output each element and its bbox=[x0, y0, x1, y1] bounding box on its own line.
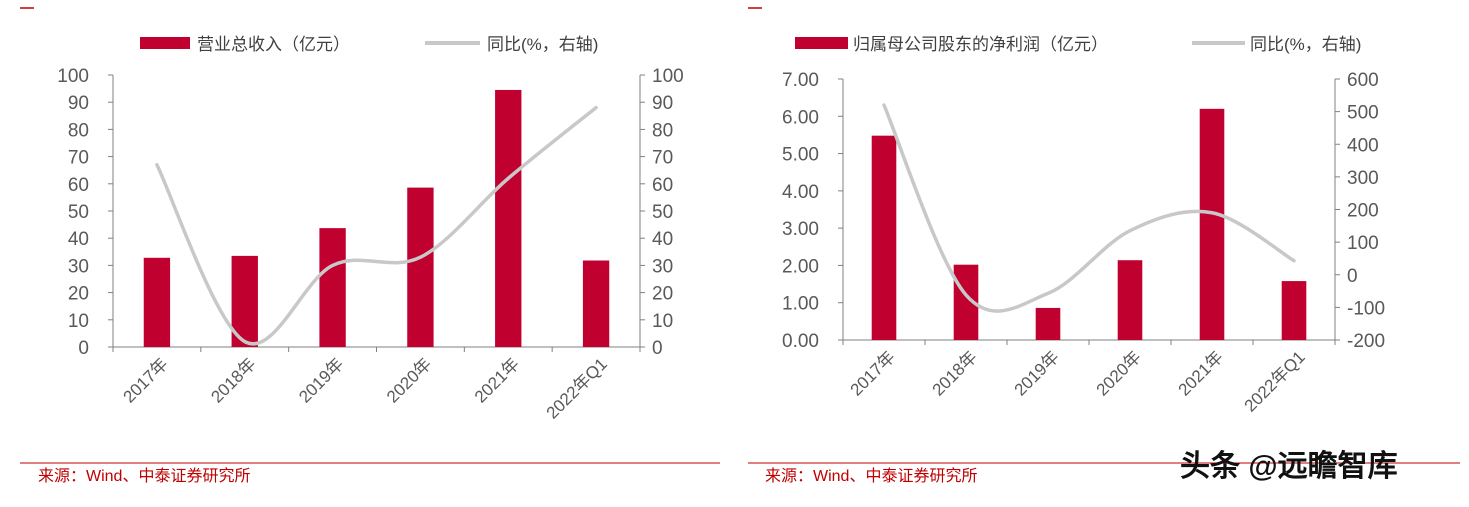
legend-bar-label: 营业总收入（亿元） bbox=[197, 35, 350, 54]
left-tick-label: 100 bbox=[57, 66, 89, 87]
left-tick-label: 7.00 bbox=[782, 70, 819, 91]
right-tick-label: 200 bbox=[1347, 201, 1379, 222]
left-tick-label: 5.00 bbox=[782, 145, 819, 166]
bar bbox=[1281, 281, 1307, 340]
right-tick-label: 40 bbox=[652, 229, 673, 250]
right-tick-label: 300 bbox=[1347, 168, 1379, 189]
left-tick-label: 90 bbox=[68, 93, 89, 114]
right-tick-label: 20 bbox=[652, 284, 673, 305]
right-tick-label: -100 bbox=[1347, 298, 1385, 319]
bar bbox=[871, 135, 897, 340]
left-tick-label: 6.00 bbox=[782, 107, 819, 128]
left-tick-label: 70 bbox=[68, 148, 89, 169]
right-tick-label: 90 bbox=[652, 93, 673, 114]
bar bbox=[1117, 260, 1143, 340]
right-tick-label: 100 bbox=[652, 66, 684, 87]
left-tick-label: 0.00 bbox=[782, 331, 819, 352]
bar bbox=[407, 187, 434, 347]
source-note-left: 来源：Wind、中泰证券研究所 bbox=[38, 467, 250, 485]
legend-bar-label: 归属母公司股东的净利润（亿元） bbox=[853, 35, 1108, 54]
right-tick-label: -200 bbox=[1347, 331, 1385, 352]
category-label: 2021年 bbox=[1175, 347, 1227, 399]
bar bbox=[319, 228, 346, 347]
right-tick-label: 80 bbox=[652, 120, 673, 141]
right-tick-label: 70 bbox=[652, 148, 673, 169]
left-tick-label: 80 bbox=[68, 120, 89, 141]
right-tick-label: 500 bbox=[1347, 103, 1379, 124]
category-label: 2019年 bbox=[1011, 347, 1063, 399]
left-tick-label: 20 bbox=[68, 284, 89, 305]
category-label: 2017年 bbox=[120, 354, 172, 406]
left-tick-label: 50 bbox=[68, 202, 89, 223]
right-tick-label: 400 bbox=[1347, 135, 1379, 156]
yoy-line bbox=[155, 105, 598, 346]
left-tick-label: 40 bbox=[68, 229, 89, 250]
left-tick-label: 2.00 bbox=[782, 256, 819, 277]
source-note-right: 来源：Wind、中泰证券研究所 bbox=[765, 467, 977, 485]
left-tick-label: 3.00 bbox=[782, 219, 819, 240]
right-tick-label: 0 bbox=[1347, 266, 1358, 287]
legend-bar-swatch bbox=[795, 37, 848, 49]
left-tick-label: 1.00 bbox=[782, 294, 819, 315]
right-tick-label: 30 bbox=[652, 256, 673, 277]
left-tick-label: 10 bbox=[68, 311, 89, 332]
bar bbox=[582, 260, 610, 347]
yoy-line bbox=[882, 103, 1296, 313]
category-label: 2019年 bbox=[295, 354, 347, 406]
legend-line-label: 同比(%，右轴) bbox=[1250, 35, 1361, 54]
bar bbox=[1035, 307, 1061, 340]
left-tick-label: 4.00 bbox=[782, 182, 819, 203]
category-label: 2021年 bbox=[471, 354, 523, 406]
category-label: 2022年Q1 bbox=[543, 354, 611, 422]
watermark: 头条 @远瞻智库 bbox=[1180, 450, 1398, 483]
legend-line-label: 同比(%，右轴) bbox=[487, 35, 598, 54]
category-label: 2020年 bbox=[1093, 347, 1145, 399]
category-label: 2020年 bbox=[383, 354, 435, 406]
left-tick-label: 30 bbox=[68, 256, 89, 277]
right-tick-label: 100 bbox=[1347, 233, 1379, 254]
right-tick-label: 600 bbox=[1347, 70, 1379, 91]
legend-bar-swatch bbox=[140, 37, 190, 49]
category-label: 2018年 bbox=[929, 347, 981, 399]
chart-net-profit: 归属母公司股东的净利润（亿元） 同比(%，右轴) 0.00 1.00 2.00 3.00 4… bbox=[748, 7, 1460, 464]
bar bbox=[495, 89, 522, 348]
right-tick-label: 10 bbox=[652, 311, 673, 332]
right-tick-label: 50 bbox=[652, 202, 673, 223]
bar bbox=[1199, 108, 1225, 340]
category-label: 2017年 bbox=[847, 347, 899, 399]
category-label: 2018年 bbox=[207, 354, 259, 406]
bar bbox=[143, 257, 171, 347]
left-tick-label: 0 bbox=[78, 338, 89, 359]
left-tick-label: 60 bbox=[68, 175, 89, 196]
chart-revenue: 营业总收入（亿元） 同比(%，右轴) 0 10 20 30 40 50 60 70 80 90 100 0… bbox=[20, 7, 720, 464]
category-label: 2022年Q1 bbox=[1241, 347, 1309, 415]
right-tick-label: 0 bbox=[652, 338, 663, 359]
right-tick-label: 60 bbox=[652, 175, 673, 196]
